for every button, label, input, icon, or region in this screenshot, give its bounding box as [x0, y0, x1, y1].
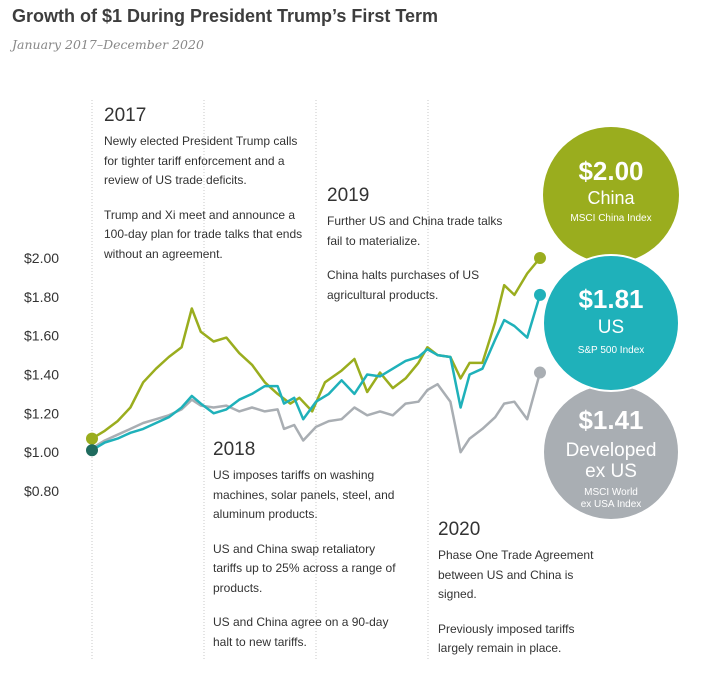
annotation-2019-p1: Further US and China trade talks fail to… [327, 214, 503, 248]
bubble-dev-index-1: MSCI World [584, 487, 638, 498]
end-point-developed-ex-us [534, 366, 546, 379]
bubble-china-value: $2.00 [578, 156, 643, 186]
end-value-bubbles: $2.00 China MSCI China Index $1.41 Devel… [542, 127, 680, 521]
year-dividers [91, 100, 429, 660]
y-tick-label: $1.00 [24, 444, 59, 460]
bubble-dev-name-1: Developed [566, 440, 657, 461]
annotation-2019: 2019 Further US and China trade talks fa… [327, 184, 507, 320]
chart-subtitle: January 2017–December 2020 [12, 37, 204, 52]
bubble-china: $2.00 China MSCI China Index [543, 127, 679, 263]
annotation-2017: 2017 Newly elected President Trump calls… [104, 104, 309, 279]
end-point-china [534, 252, 546, 264]
bubble-china-index: MSCI China Index [570, 213, 651, 224]
bubble-us: $1.81 US S&P 500 Index [542, 254, 680, 392]
end-point-us [534, 288, 546, 301]
bubble-us-index: S&P 500 Index [578, 345, 645, 356]
annotation-2018: 2018 US imposes tariffs on washing machi… [213, 438, 398, 667]
annotation-2019-year: 2019 [327, 185, 370, 206]
chart-title: Growth of $1 During President Trump’s Fi… [12, 6, 439, 26]
series-line-china [91, 257, 541, 440]
annotation-2018-p3: US and China agree on a 90-day halt to n… [213, 615, 389, 649]
y-axis-ticks: $2.00 $1.80 $1.60 $1.40 $1.20 $1.00 $0.80 [24, 250, 59, 499]
y-tick-label: $1.20 [24, 405, 59, 421]
annotation-2019-p2: China halts purchases of US agricultural… [327, 268, 480, 302]
bubble-dev-name-2: ex US [585, 461, 637, 482]
annotation-2020: 2020 Phase One Trade Agreement between U… [438, 518, 598, 674]
bubble-china-name: China [587, 188, 635, 208]
bubble-us-name: US [598, 317, 624, 338]
bubble-dev-index-2: ex USA Index [581, 499, 642, 510]
annotation-2020-year: 2020 [438, 519, 481, 540]
annotation-2017-p2: Trump and Xi meet and announce a 100-day… [104, 207, 303, 261]
annotation-2017-year: 2017 [104, 105, 147, 126]
start-point-us [86, 444, 98, 457]
bubble-dev-value: $1.41 [578, 405, 643, 435]
y-tick-label: $1.40 [24, 367, 59, 383]
annotation-2018-p1: US imposes tariffs on washing machines, … [213, 468, 395, 521]
y-tick-label: $1.80 [24, 289, 59, 305]
annotation-2020-p1: Phase One Trade Agreement between US and… [438, 548, 594, 601]
y-tick-label: $0.80 [24, 483, 59, 499]
series-line-us [91, 294, 542, 452]
annotation-2018-year: 2018 [213, 439, 256, 460]
y-tick-label: $1.60 [24, 328, 59, 344]
bubble-us-value: $1.81 [578, 284, 643, 314]
annotation-2020-p2: Previously imposed tariffs largely remai… [438, 621, 575, 656]
series-lines [86, 252, 546, 457]
annotation-2018-p2: US and China swap retaliatory tariffs up… [213, 541, 396, 595]
bubble-dev-ex-us: $1.41 Developed ex US MSCI World ex USA … [542, 383, 680, 521]
start-point-china [86, 432, 98, 445]
annotation-2017-p1: Newly elected President Trump calls for … [104, 134, 298, 187]
y-tick-label: $2.00 [24, 250, 59, 266]
